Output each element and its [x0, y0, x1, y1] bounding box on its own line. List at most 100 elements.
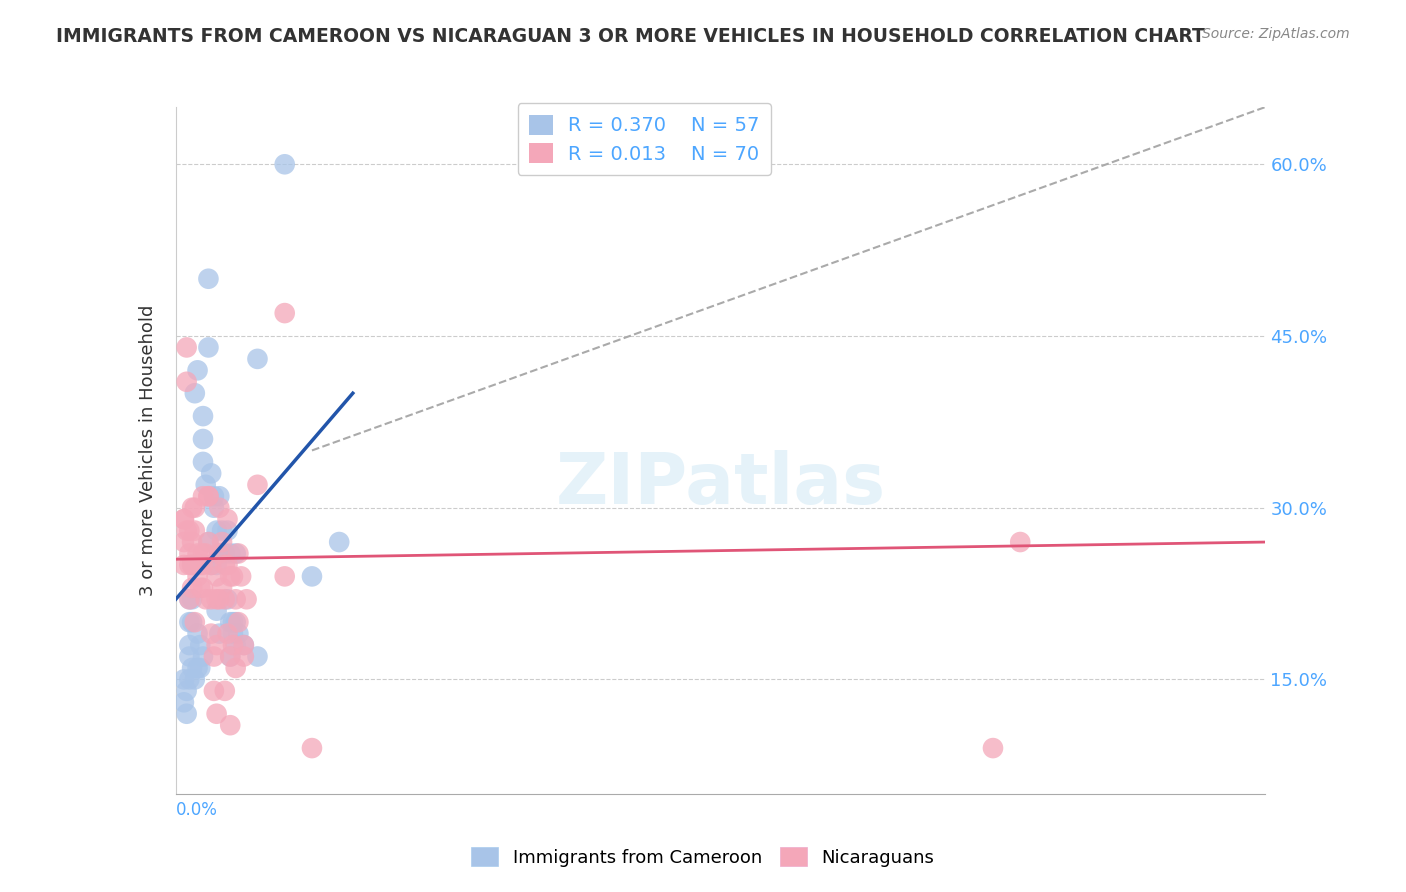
Point — [235, 592, 257, 607]
Point — [181, 661, 204, 675]
Point — [179, 558, 201, 572]
Point — [194, 546, 217, 561]
Point — [186, 363, 209, 377]
Point — [181, 592, 204, 607]
Point — [184, 500, 207, 515]
Point — [186, 626, 209, 640]
Text: 0.0%: 0.0% — [176, 801, 218, 819]
Point — [217, 626, 239, 640]
Point — [1010, 535, 1032, 549]
Point — [179, 546, 201, 561]
Point — [191, 546, 214, 561]
Point — [231, 569, 253, 583]
Point — [186, 661, 209, 675]
Point — [184, 615, 207, 630]
Point — [225, 638, 247, 652]
Point — [208, 500, 231, 515]
Point — [191, 558, 214, 572]
Point — [211, 524, 233, 538]
Point — [219, 649, 242, 664]
Point — [200, 558, 222, 572]
Point — [228, 615, 250, 630]
Point — [173, 673, 195, 687]
Point — [176, 683, 198, 698]
Point — [181, 558, 204, 572]
Point — [173, 558, 195, 572]
Point — [197, 535, 219, 549]
Point — [217, 592, 239, 607]
Point — [191, 581, 214, 595]
Y-axis label: 3 or more Vehicles in Household: 3 or more Vehicles in Household — [139, 305, 157, 596]
Point — [214, 592, 236, 607]
Point — [205, 706, 228, 721]
Point — [219, 718, 242, 732]
Point — [200, 558, 222, 572]
Point — [181, 535, 204, 549]
Point — [246, 478, 269, 492]
Point — [225, 661, 247, 675]
Point — [176, 706, 198, 721]
Point — [191, 489, 214, 503]
Point — [205, 569, 228, 583]
Legend: R = 0.370    N = 57, R = 0.013    N = 70: R = 0.370 N = 57, R = 0.013 N = 70 — [517, 103, 770, 175]
Point — [191, 455, 214, 469]
Point — [228, 626, 250, 640]
Point — [173, 695, 195, 709]
Point — [179, 592, 201, 607]
Point — [197, 489, 219, 503]
Point — [179, 592, 201, 607]
Text: Source: ZipAtlas.com: Source: ZipAtlas.com — [1202, 27, 1350, 41]
Point — [186, 546, 209, 561]
Point — [301, 569, 323, 583]
Point — [274, 569, 297, 583]
Text: ZIPatlas: ZIPatlas — [555, 450, 886, 519]
Point — [219, 615, 242, 630]
Point — [179, 673, 201, 687]
Point — [219, 649, 242, 664]
Point — [232, 638, 254, 652]
Point — [211, 535, 233, 549]
Point — [214, 683, 236, 698]
Point — [328, 535, 350, 549]
Point — [205, 638, 228, 652]
Point — [205, 592, 228, 607]
Point — [222, 569, 245, 583]
Point — [202, 649, 225, 664]
Point — [202, 683, 225, 698]
Point — [200, 626, 222, 640]
Legend: Immigrants from Cameroon, Nicaraguans: Immigrants from Cameroon, Nicaraguans — [464, 840, 942, 874]
Point — [205, 524, 228, 538]
Point — [205, 558, 228, 572]
Point — [181, 581, 204, 595]
Point — [219, 569, 242, 583]
Point — [184, 386, 207, 401]
Point — [232, 649, 254, 664]
Point — [274, 306, 297, 320]
Point — [202, 489, 225, 503]
Point — [181, 500, 204, 515]
Point — [208, 546, 231, 561]
Point — [217, 512, 239, 526]
Point — [208, 489, 231, 503]
Point — [208, 592, 231, 607]
Point — [181, 558, 204, 572]
Point — [176, 375, 198, 389]
Point — [211, 581, 233, 595]
Point — [176, 341, 198, 355]
Point — [222, 626, 245, 640]
Point — [181, 615, 204, 630]
Point — [191, 409, 214, 424]
Point — [188, 661, 211, 675]
Point — [194, 478, 217, 492]
Point — [197, 341, 219, 355]
Point — [186, 569, 209, 583]
Point — [191, 432, 214, 446]
Point — [217, 524, 239, 538]
Point — [225, 592, 247, 607]
Point — [184, 673, 207, 687]
Point — [197, 271, 219, 285]
Point — [197, 489, 219, 503]
Point — [219, 546, 242, 561]
Text: IMMIGRANTS FROM CAMEROON VS NICARAGUAN 3 OR MORE VEHICLES IN HOUSEHOLD CORRELATI: IMMIGRANTS FROM CAMEROON VS NICARAGUAN 3… — [56, 27, 1205, 45]
Point — [225, 615, 247, 630]
